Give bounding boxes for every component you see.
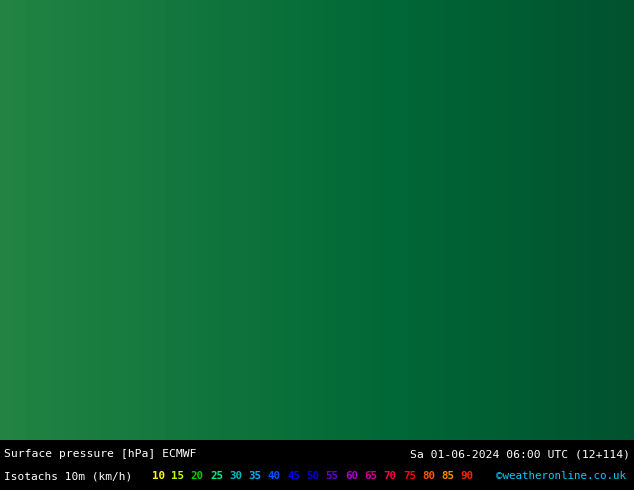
Text: ©weatheronline.co.uk: ©weatheronline.co.uk bbox=[496, 471, 626, 481]
Text: Surface pressure [hPa] ECMWF: Surface pressure [hPa] ECMWF bbox=[4, 449, 197, 459]
Text: 20: 20 bbox=[191, 471, 204, 481]
Text: 35: 35 bbox=[249, 471, 261, 481]
Text: 30: 30 bbox=[229, 471, 242, 481]
Text: 10: 10 bbox=[152, 471, 165, 481]
Text: Isotachs 10m (km/h): Isotachs 10m (km/h) bbox=[4, 471, 133, 481]
Text: 45: 45 bbox=[287, 471, 300, 481]
Text: 65: 65 bbox=[365, 471, 377, 481]
Text: 40: 40 bbox=[268, 471, 281, 481]
Text: 55: 55 bbox=[326, 471, 339, 481]
Text: 15: 15 bbox=[171, 471, 184, 481]
Text: 60: 60 bbox=[345, 471, 358, 481]
Text: Sa 01-06-2024 06:00 UTC (12+114): Sa 01-06-2024 06:00 UTC (12+114) bbox=[410, 449, 630, 459]
Text: 75: 75 bbox=[403, 471, 416, 481]
Text: 25: 25 bbox=[210, 471, 223, 481]
Text: 80: 80 bbox=[422, 471, 435, 481]
Text: 50: 50 bbox=[306, 471, 320, 481]
Text: 90: 90 bbox=[461, 471, 474, 481]
Text: 85: 85 bbox=[441, 471, 455, 481]
Text: 70: 70 bbox=[384, 471, 396, 481]
